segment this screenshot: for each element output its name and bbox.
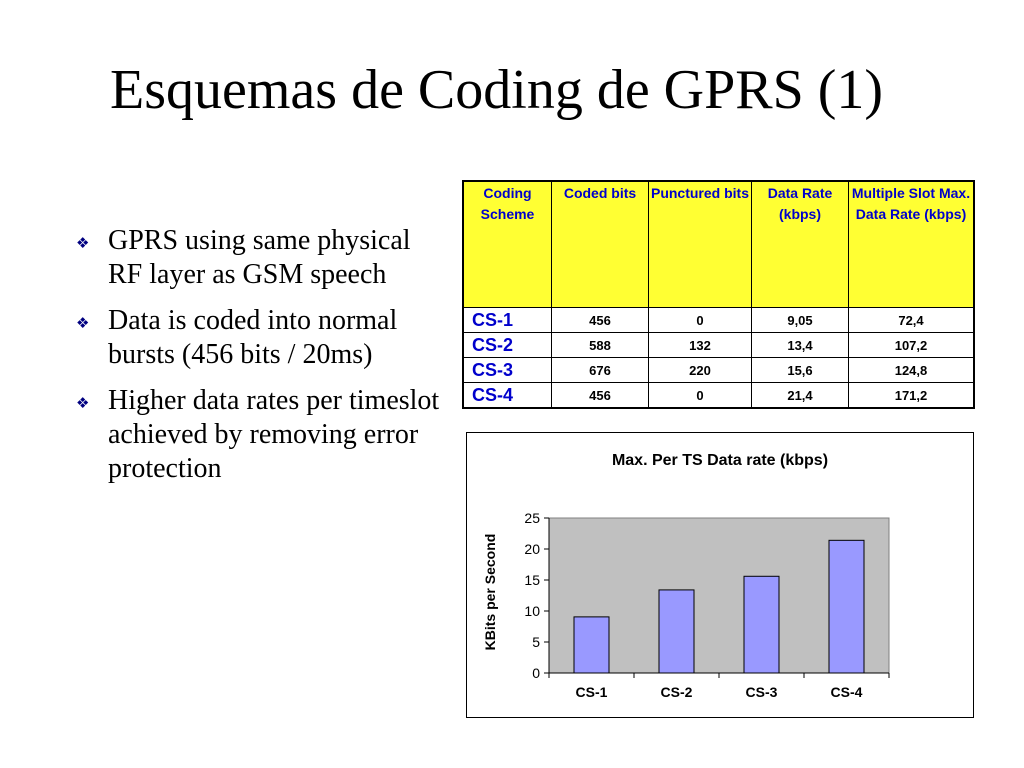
- x-tick-label: CS-1: [576, 684, 608, 700]
- bullet-text: Higher data rates per timeslot achieved …: [108, 385, 440, 484]
- chart-plot-svg: 0 5 10 15 20 25 CS-1 CS-2 CS-3 CS-4: [524, 510, 890, 700]
- bullet-item: ❖ Data is coded into normal bursts (456 …: [70, 304, 440, 372]
- header-punctured-bits: Punctured bits: [648, 180, 752, 308]
- header-coding-scheme: Coding Scheme: [462, 180, 552, 308]
- bar-chart: Max. Per TS Data rate (kbps) 0 5 10 15 20 25 C…: [466, 432, 974, 718]
- table-cell: 21,4: [751, 382, 849, 409]
- diamond-bullet-icon: ❖: [76, 394, 90, 412]
- table-cell: 588: [551, 332, 649, 358]
- coding-scheme-table: Coding Scheme Coded bits Punctured bits …: [462, 180, 975, 409]
- diamond-bullet-icon: ❖: [76, 234, 90, 252]
- y-tick-label: 15: [524, 572, 540, 588]
- table-cell: 676: [551, 357, 649, 383]
- table-cell: 132: [648, 332, 752, 358]
- y-tick-label: 10: [524, 603, 540, 619]
- table-cell: CS-4: [462, 382, 552, 409]
- table-cell: 0: [648, 382, 752, 409]
- slide-title: Esquemas de Coding de GPRS (1): [110, 59, 884, 121]
- bar: [743, 575, 780, 674]
- chart-title: Max. Per TS Data rate (kbps): [611, 452, 829, 469]
- bullet-item: ❖ Higher data rates per timeslot achieve…: [70, 384, 440, 486]
- bar: [828, 539, 865, 674]
- table-cell: CS-3: [462, 357, 552, 383]
- table-row: CS-3 676 220 15,6 124,8: [462, 357, 975, 383]
- bullet-list: ❖ GPRS using same physical RF layer as G…: [70, 224, 440, 498]
- table-cell: 171,2: [848, 382, 975, 409]
- table-cell: 13,4: [751, 332, 849, 358]
- table-header-row: Coding Scheme Coded bits Punctured bits …: [462, 180, 975, 308]
- table-cell: 9,05: [751, 307, 849, 333]
- table-cell: 220: [648, 357, 752, 383]
- table-cell: 72,4: [848, 307, 975, 333]
- header-coded-bits: Coded bits: [551, 180, 649, 308]
- y-axis-label: KBits per Second: [482, 533, 498, 651]
- x-tick-label: CS-3: [746, 684, 778, 700]
- table-cell: CS-2: [462, 332, 552, 358]
- bullet-text: Data is coded into normal bursts (456 bi…: [108, 305, 398, 370]
- table-cell: 456: [551, 307, 649, 333]
- table-cell: 0: [648, 307, 752, 333]
- y-tick-label: 5: [532, 634, 540, 650]
- x-tick-label: CS-2: [661, 684, 693, 700]
- table-cell: 15,6: [751, 357, 849, 383]
- table-row: CS-1 456 0 9,05 72,4: [462, 307, 975, 333]
- y-tick-label: 25: [524, 510, 540, 526]
- table-cell: CS-1: [462, 307, 552, 333]
- x-tick-label: CS-4: [831, 684, 863, 700]
- header-data-rate: Data Rate (kbps): [751, 180, 849, 308]
- table-cell: 107,2: [848, 332, 975, 358]
- bullet-item: ❖ GPRS using same physical RF layer as G…: [70, 224, 440, 292]
- table-row: CS-2 588 132 13,4 107,2: [462, 332, 975, 358]
- table-cell: 124,8: [848, 357, 975, 383]
- table-cell: 456: [551, 382, 649, 409]
- y-tick-label: 20: [524, 541, 540, 557]
- diamond-bullet-icon: ❖: [76, 314, 90, 332]
- y-tick-label: 0: [532, 665, 540, 681]
- table-row: CS-4 456 0 21,4 171,2: [462, 382, 975, 409]
- bar: [573, 616, 610, 674]
- header-multislot-rate: Multiple Slot Max. Data Rate (kbps): [848, 180, 975, 308]
- bar: [658, 589, 695, 674]
- bullet-text: GPRS using same physical RF layer as GSM…: [108, 225, 411, 290]
